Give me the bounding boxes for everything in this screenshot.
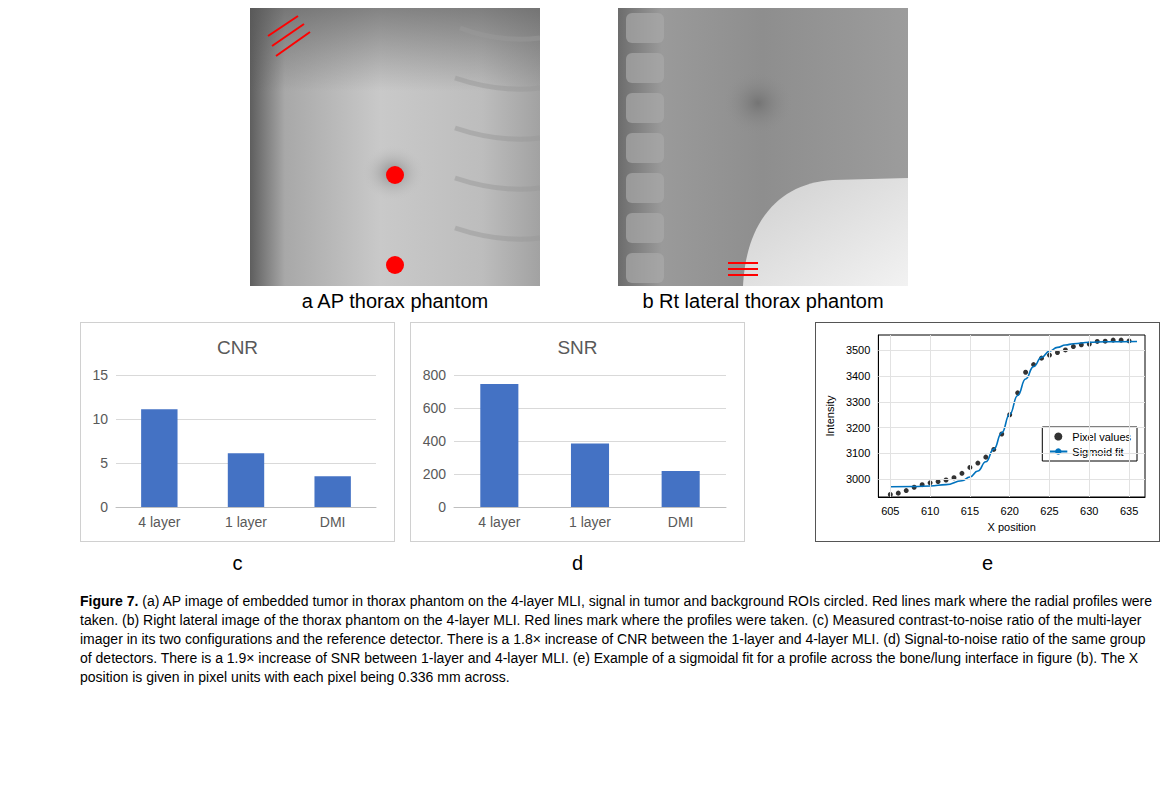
svg-text:CNR: CNR [217,337,258,358]
html-text:e: e [981,552,994,574]
svg-text:DMI: DMI [320,514,346,530]
svg-text:630: 630 [1080,505,1098,517]
svg-text:625: 625 [1040,505,1058,517]
svg-text:800: 800 [423,367,447,383]
html-text:Figure 7. (a) AP image of embe: Figure 7. (a) AP image of embedded tumor… [80,593,1153,685]
svg-text:610: 610 [921,505,939,517]
svg-text:3200: 3200 [846,422,870,434]
svg-text:3300: 3300 [846,396,870,408]
svg-text:1 layer: 1 layer [569,514,611,530]
html-text:b Rt lateral thorax phantom: b Rt lateral thorax phantom [642,290,884,312]
svg-text:Pixel values: Pixel values [1072,431,1131,443]
svg-text:Sigmoid fit: Sigmoid fit [1072,446,1123,458]
svg-text:605: 605 [881,505,899,517]
html-text:a AP thorax phantom: a AP thorax phantom [301,290,489,312]
svg-text:1 layer: 1 layer [225,514,267,530]
svg-text:DMI: DMI [668,514,694,530]
svg-text:615: 615 [961,505,979,517]
svg-text:0: 0 [438,499,446,515]
svg-text:3500: 3500 [846,344,870,356]
svg-text:SNR: SNR [557,337,597,358]
svg-text:200: 200 [423,466,447,482]
svg-text:600: 600 [423,400,447,416]
svg-text:15: 15 [92,367,108,383]
svg-text:Intensity: Intensity [824,395,836,436]
svg-text:635: 635 [1120,505,1138,517]
svg-text:400: 400 [423,433,447,449]
svg-text:3100: 3100 [846,447,870,459]
svg-text:10: 10 [92,411,108,427]
svg-text:4 layer: 4 layer [478,514,520,530]
svg-text:4 layer: 4 layer [138,514,180,530]
html-text:d: d [571,552,584,574]
svg-text:3400: 3400 [846,370,870,382]
svg-text:X position: X position [988,521,1036,533]
svg-text:3000: 3000 [846,473,870,485]
svg-text:5: 5 [100,455,108,471]
svg-text:0: 0 [100,499,108,515]
html-text:c: c [232,552,243,574]
svg-text:620: 620 [1001,505,1019,517]
